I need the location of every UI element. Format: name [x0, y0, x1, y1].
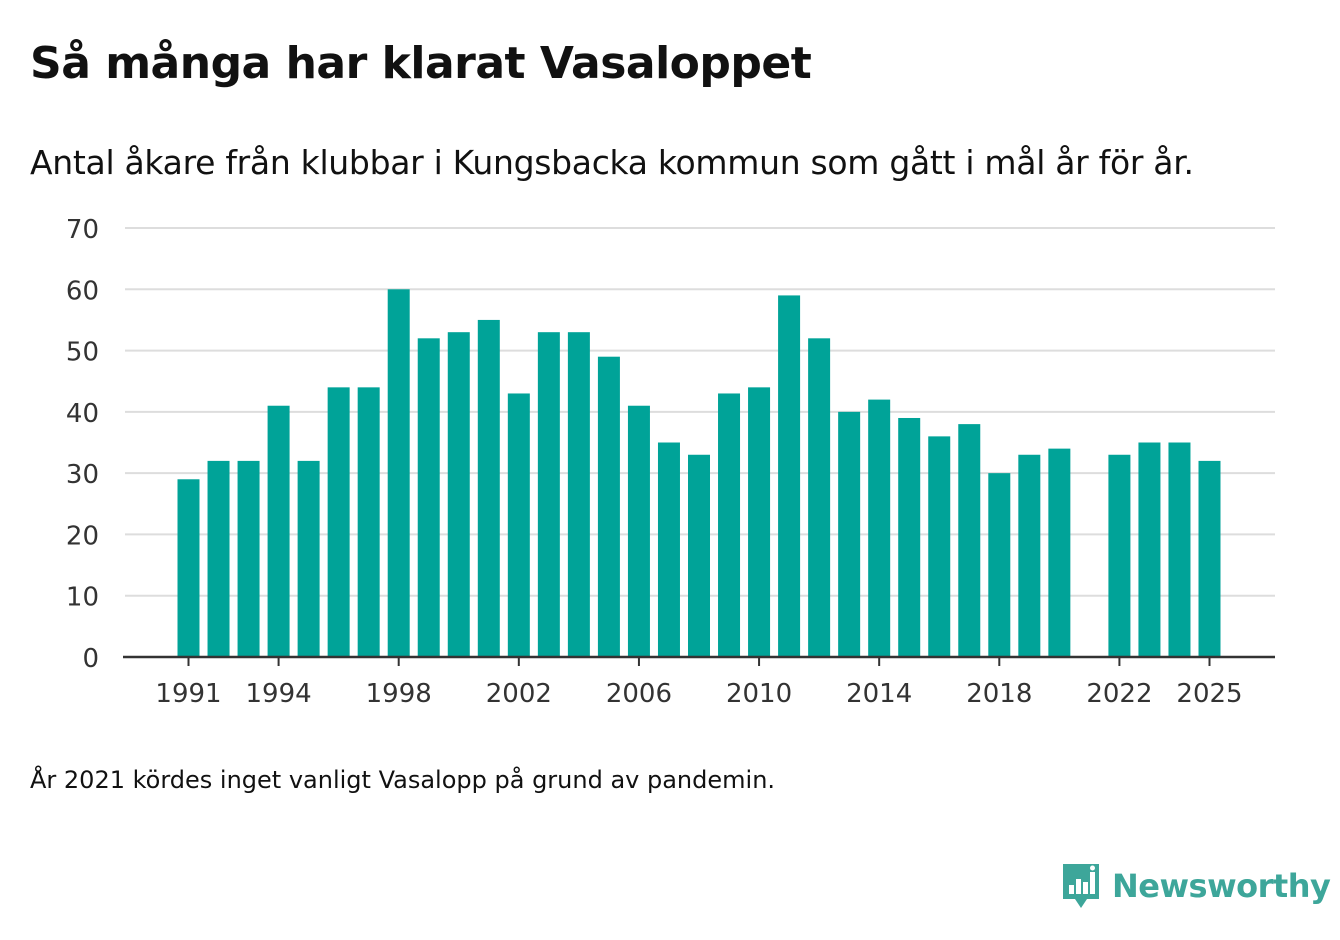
y-tick-label-10: 10 [66, 583, 99, 613]
y-tick-label-0: 0 [82, 644, 99, 674]
bar-2003 [537, 332, 560, 657]
bar-2024 [1168, 442, 1191, 657]
y-tick-label-70: 70 [66, 215, 99, 245]
bar-2002 [507, 393, 530, 657]
footnote: År 2021 kördes inget vanligt Vasalopp på… [30, 766, 776, 794]
bar-2018 [988, 473, 1011, 657]
y-tick-label-30: 30 [66, 460, 99, 490]
x-tick-label-1994: 1994 [246, 679, 312, 709]
chart-subtitle: Antal åkare från klubbar i Kungsbacka ko… [30, 143, 1194, 182]
x-tick-label-2010: 2010 [726, 679, 792, 709]
bar-2005 [597, 356, 620, 657]
chart-title: Så många har klarat Vasaloppet [30, 38, 812, 89]
bar-1992 [207, 460, 230, 657]
x-tick-label-2022: 2022 [1086, 679, 1152, 709]
x-tick-label-2025: 2025 [1176, 679, 1242, 709]
y-tick-label-40: 40 [66, 399, 99, 429]
bar-1993 [237, 460, 260, 657]
bar-1997 [357, 387, 380, 657]
bar-2000 [447, 332, 470, 657]
bar-2012 [808, 338, 831, 657]
x-tick-label-2002: 2002 [486, 679, 552, 709]
bar-2001 [477, 319, 500, 657]
newsworthy-logo[interactable]: Newsworthy [1060, 860, 1331, 912]
bar-2023 [1138, 442, 1161, 657]
bar-2004 [567, 332, 590, 657]
x-tick-label-2014: 2014 [846, 679, 912, 709]
bar-2010 [748, 387, 771, 657]
bar-2011 [778, 295, 801, 657]
bar-2019 [1018, 454, 1041, 657]
bar-1994 [267, 405, 290, 657]
y-tick-label-50: 50 [66, 338, 99, 368]
y-tick-label-60: 60 [66, 276, 99, 306]
bar-1996 [327, 387, 350, 657]
bar-2020 [1048, 448, 1071, 657]
x-tick-label-2018: 2018 [966, 679, 1032, 709]
y-tick-label-20: 20 [66, 521, 99, 551]
bar-2016 [928, 436, 951, 657]
bar-2006 [627, 405, 650, 657]
bar-1998 [387, 289, 410, 657]
bar-2009 [718, 393, 741, 657]
bar-2022 [1108, 454, 1131, 657]
x-tick-label-1998: 1998 [366, 679, 432, 709]
bar-1999 [417, 338, 440, 657]
bar-chart: 0 10 20 30 40 50 60 70 1991 1994 1998 2002 2006 2010 2… [66, 215, 1275, 709]
bar-1991 [177, 479, 200, 657]
bar-2013 [838, 411, 861, 657]
bar-2015 [898, 417, 921, 657]
newsworthy-logo-text: Newsworthy [1112, 867, 1331, 905]
x-tick-label-1991: 1991 [155, 679, 221, 709]
bar-1995 [297, 460, 320, 657]
bar-2014 [868, 399, 891, 657]
bar-2017 [958, 424, 981, 657]
bar-2008 [688, 454, 710, 657]
newsworthy-logo-icon [1063, 864, 1099, 908]
bar-2025 [1198, 460, 1221, 657]
bar-2007 [657, 442, 680, 657]
x-tick-label-2006: 2006 [606, 679, 672, 709]
